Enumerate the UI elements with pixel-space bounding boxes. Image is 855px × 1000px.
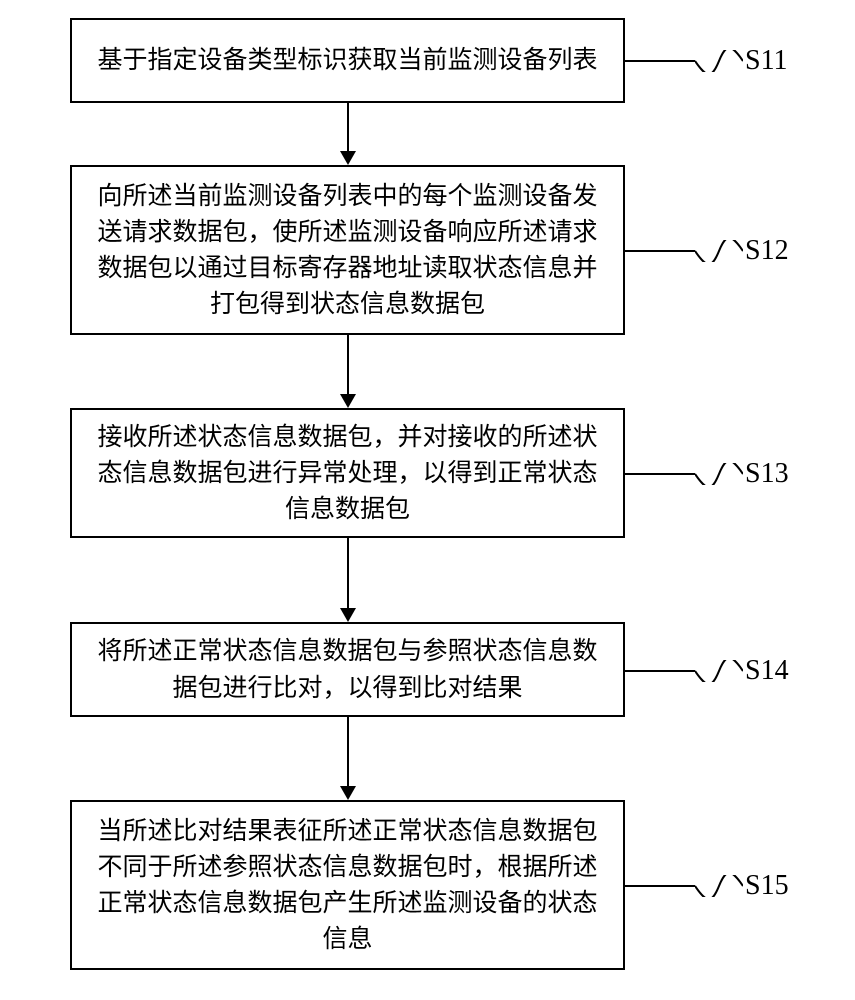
flow-step-S12: 向所述当前监测设备列表中的每个监测设备发送请求数据包，使所述监测设备响应所述请求… (70, 165, 625, 335)
step-label-S14: S14 (745, 655, 789, 687)
flow-step-text: 向所述当前监测设备列表中的每个监测设备发送请求数据包，使所述监测设备响应所述请求… (86, 178, 609, 323)
label-connector (625, 60, 695, 62)
flow-arrow (347, 717, 349, 798)
flow-arrow (347, 335, 349, 406)
flow-step-text: 当所述比对结果表征所述正常状态信息数据包不同于所述参照状态信息数据包时，根据所述… (86, 813, 609, 958)
step-label-S11: S11 (745, 45, 788, 77)
flowchart-container: 基于指定设备类型标识获取当前监测设备列表 S11 向所述当前监测设备列表中的每个监测… (0, 0, 855, 1000)
label-connector (625, 250, 695, 252)
label-curve (695, 50, 743, 77)
step-label-S12: S12 (745, 235, 789, 267)
flow-arrow (347, 103, 349, 163)
label-connector (625, 473, 695, 475)
flow-step-text: 将所述正常状态信息数据包与参照状态信息数据包进行比对，以得到比对结果 (86, 633, 609, 706)
flow-arrow (347, 538, 349, 620)
step-label-S13: S13 (745, 458, 789, 490)
label-curve (695, 463, 743, 490)
flow-step-S14: 将所述正常状态信息数据包与参照状态信息数据包进行比对，以得到比对结果 (70, 622, 625, 717)
label-curve (695, 875, 743, 902)
flow-step-S15: 当所述比对结果表征所述正常状态信息数据包不同于所述参照状态信息数据包时，根据所述… (70, 800, 625, 970)
label-curve (695, 660, 743, 687)
flow-step-S13: 接收所述状态信息数据包，并对接收的所述状态信息数据包进行异常处理，以得到正常状态… (70, 408, 625, 538)
label-connector (625, 670, 695, 672)
flow-step-S11: 基于指定设备类型标识获取当前监测设备列表 (70, 18, 625, 103)
label-connector (625, 885, 695, 887)
step-label-S15: S15 (745, 870, 789, 902)
flow-step-text: 接收所述状态信息数据包，并对接收的所述状态信息数据包进行异常处理，以得到正常状态… (86, 419, 609, 528)
label-curve (695, 240, 743, 267)
flow-step-text: 基于指定设备类型标识获取当前监测设备列表 (97, 42, 597, 78)
